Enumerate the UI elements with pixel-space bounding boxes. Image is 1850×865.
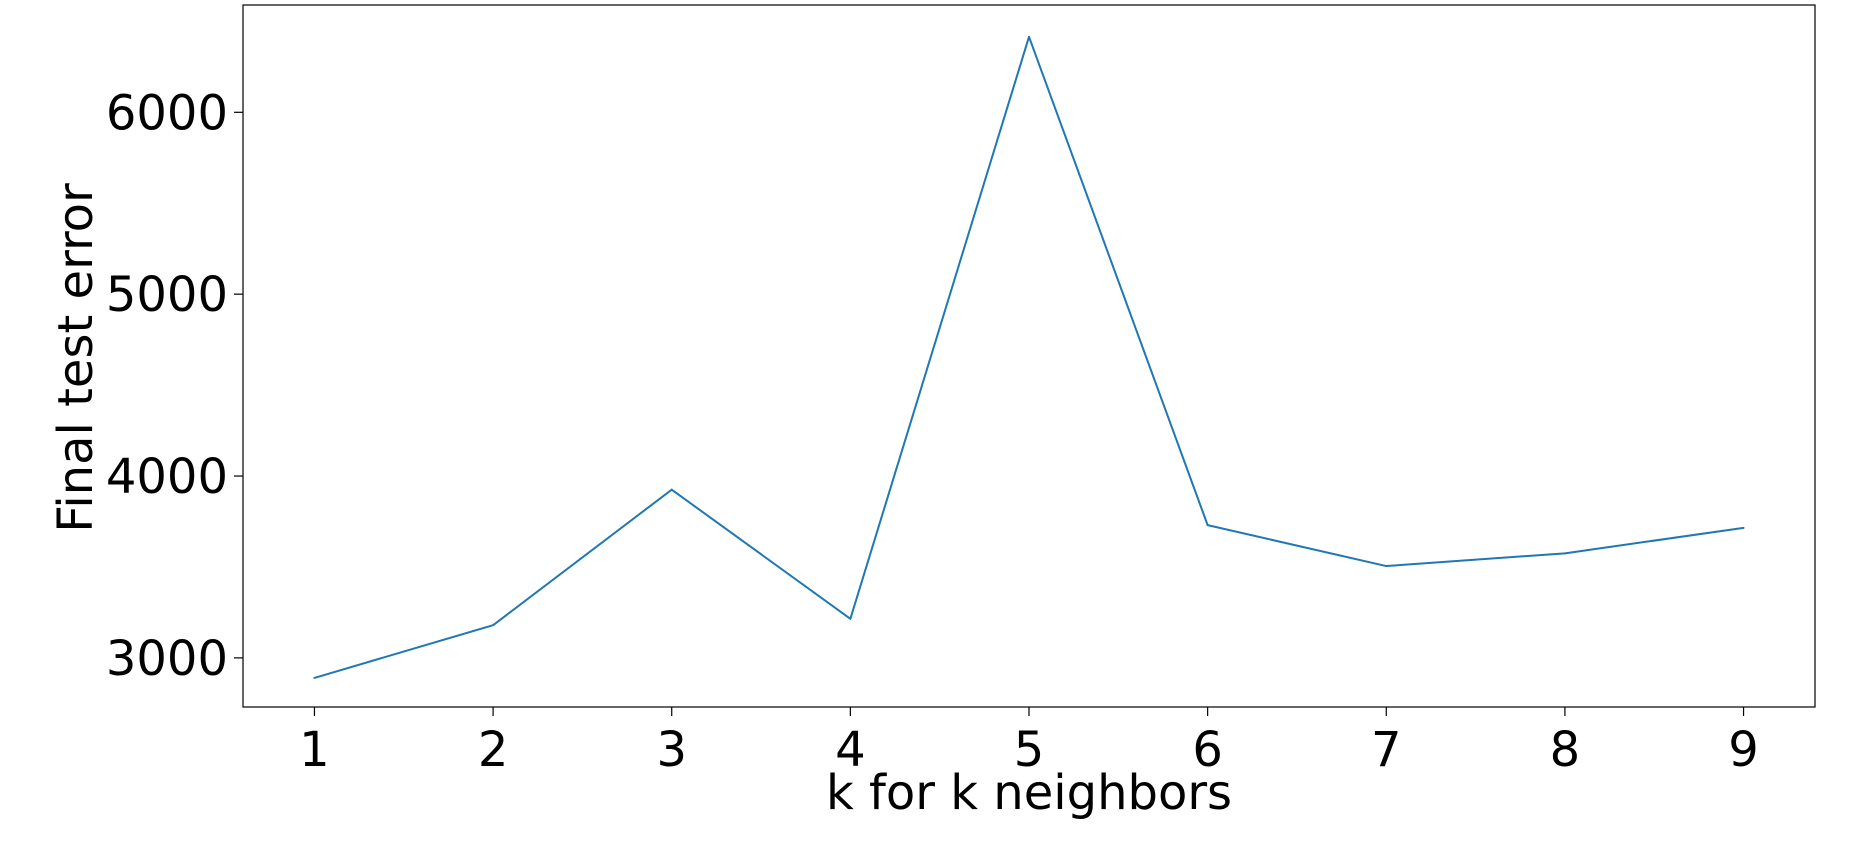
data-point: [849, 618, 851, 620]
x-tick-label: 2: [478, 722, 509, 778]
x-tick-label: 9: [1728, 722, 1759, 778]
x-tick-label: 7: [1371, 722, 1402, 778]
data-point: [671, 489, 673, 491]
data-point: [1028, 36, 1030, 38]
series-layer: [313, 36, 1744, 679]
x-tick-label: 8: [1550, 722, 1581, 778]
y-axis-label: Final test error: [48, 183, 104, 533]
x-tick-label: 1: [299, 722, 330, 778]
y-tick-label: 3000: [106, 631, 228, 687]
y-tick-label: 6000: [106, 85, 228, 141]
y-tick-label: 4000: [106, 449, 228, 505]
x-axis-label: k for k neighbors: [826, 765, 1232, 821]
data-point: [1743, 527, 1745, 529]
y-axis-ticks: 3000 4000 5000 6000: [106, 85, 243, 687]
data-point: [1564, 552, 1566, 554]
y-tick-label: 5000: [106, 267, 228, 323]
plot-area-frame: [243, 5, 1815, 707]
data-point: [313, 677, 315, 679]
x-tick-label: 3: [656, 722, 687, 778]
data-point: [492, 624, 494, 626]
series-line-0: [314, 37, 1743, 678]
data-point: [1207, 524, 1209, 526]
data-point: [1385, 565, 1387, 567]
